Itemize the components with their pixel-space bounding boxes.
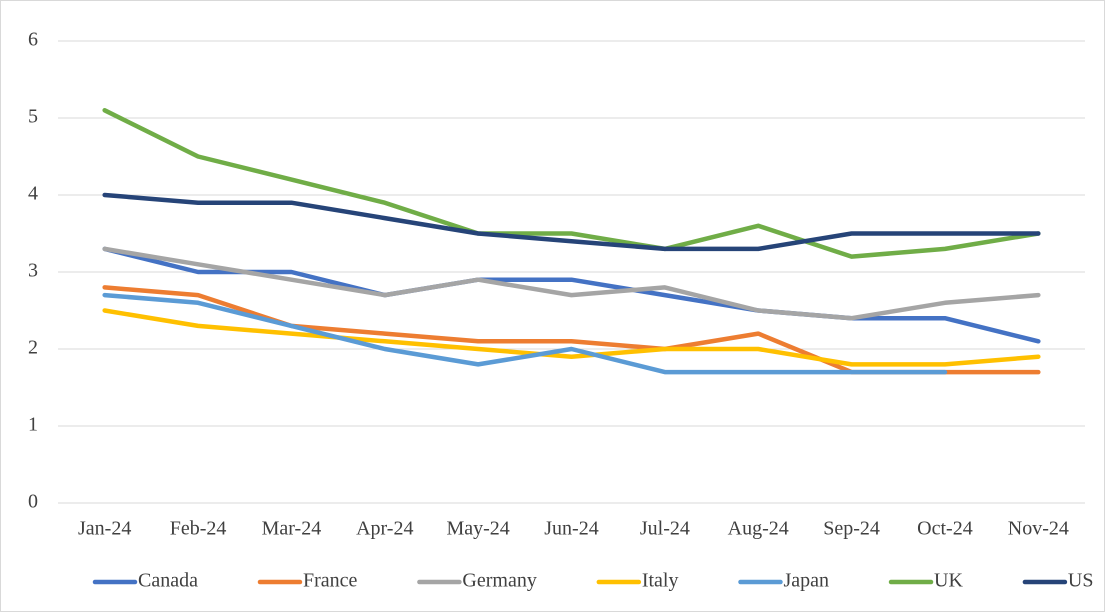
series-line [102,192,1041,252]
series-line [102,308,1041,367]
x-tick-label: Sep-24 [823,518,880,540]
x-tick-label: Oct-24 [917,518,973,540]
legend-label: US [1068,570,1094,592]
x-tick-label: Jun-24 [544,518,598,540]
x-tick-label: Mar-24 [262,518,322,540]
x-tick-label: May-24 [446,518,509,540]
legend-label: Canada [138,570,198,592]
legend-label: UK [934,570,963,592]
series-line [102,246,1041,344]
y-tick-label: 5 [28,106,38,128]
x-tick-label: Jul-24 [640,518,690,540]
legend-label: France [303,570,358,592]
y-tick-label: 4 [28,183,38,205]
x-tick-label: Feb-24 [170,518,227,540]
x-tick-label: Jan-24 [78,518,131,540]
series-line [102,108,1041,259]
y-tick-label: 1 [28,414,38,436]
y-tick-label: 3 [28,260,38,282]
series-line [102,292,948,375]
legend-label: Germany [462,570,536,592]
x-tick-label: Aug-24 [728,518,789,540]
x-tick-label: Nov-24 [1008,518,1069,540]
legend-label: Japan [783,570,829,592]
legend-label: Italy [642,570,679,592]
y-tick-label: 0 [28,491,38,513]
y-tick-label: 6 [28,29,38,51]
series-line [102,246,1041,321]
x-tick-label: Apr-24 [356,518,413,540]
y-tick-label: 2 [28,337,38,359]
